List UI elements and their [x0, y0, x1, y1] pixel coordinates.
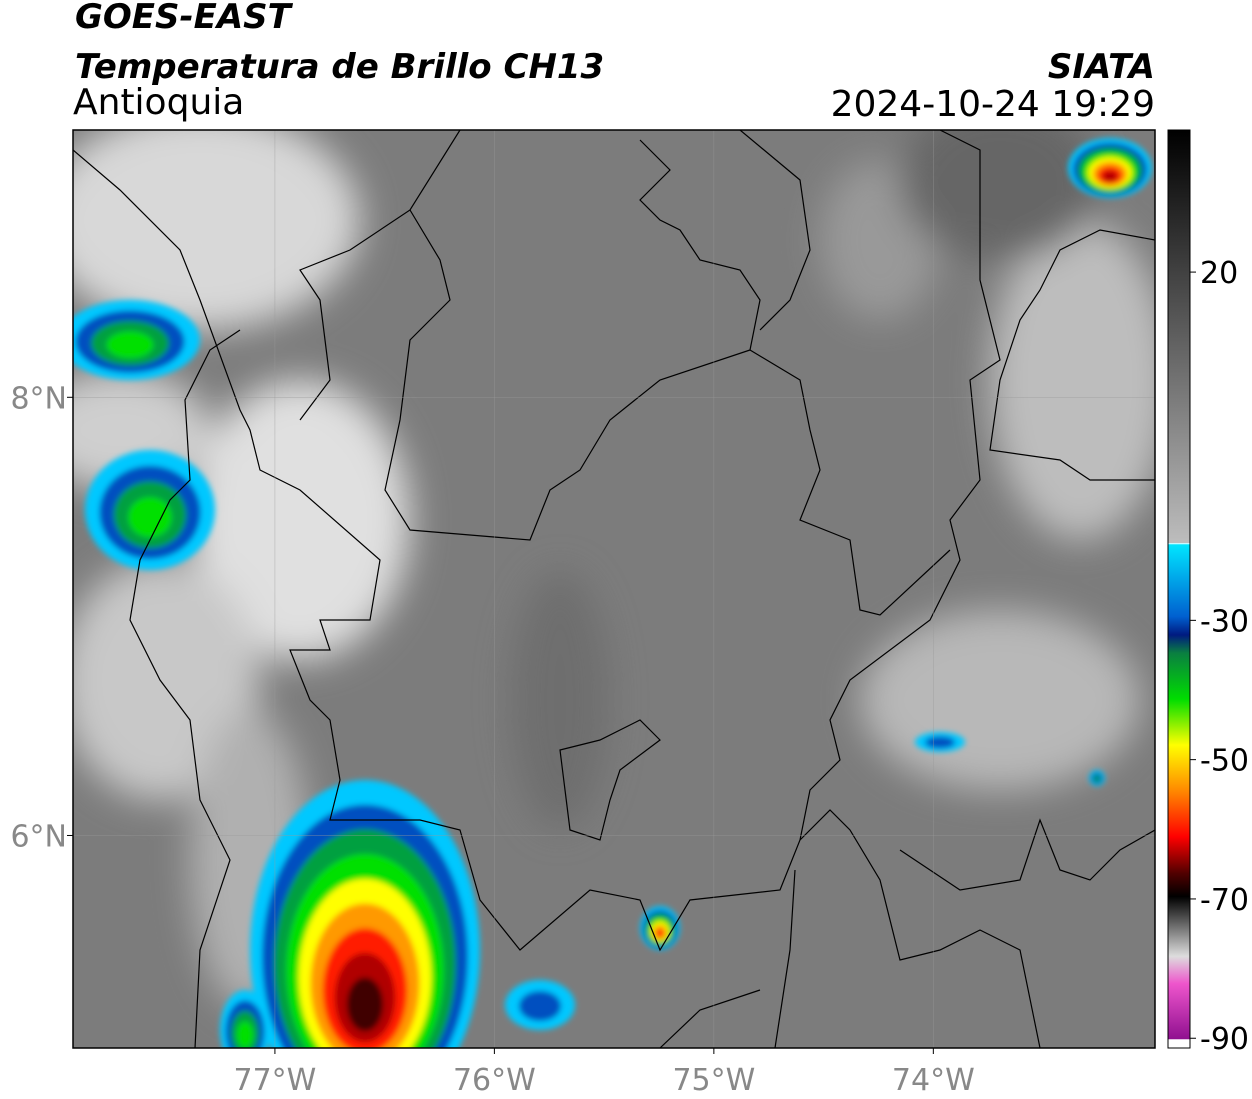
storm-contour: [236, 1021, 254, 1048]
y-tick-label: 6°N: [10, 819, 67, 854]
storm-contour: [106, 331, 154, 359]
colorbar-tick-label: -50: [1200, 744, 1249, 779]
storm-contour: [519, 991, 561, 1021]
storm-contour: [128, 497, 172, 538]
y-tick-label: 8°N: [10, 381, 67, 416]
x-tick-label: 77°W: [233, 1063, 316, 1098]
storm-contour: [656, 928, 664, 938]
colorbar-tick-label: -70: [1200, 883, 1249, 918]
source: SIATA: [1048, 47, 1155, 87]
x-tick-label: 74°W: [892, 1063, 975, 1098]
axes: 77°W 76°W 75°W 74°W 8°N 6°N: [10, 381, 974, 1098]
storm-contour: [925, 736, 955, 749]
map-area: [73, 130, 1155, 1048]
map-frame: [72, 129, 1156, 1049]
colorbar: [1167, 129, 1191, 1049]
colorbar-tick-label: 20: [1200, 256, 1238, 291]
region: Antioquia: [73, 82, 244, 123]
storm-contour: [346, 977, 384, 1032]
borders: [73, 130, 1155, 1048]
datetime: 2024-10-24 19:29: [831, 84, 1155, 125]
title: GOES-EAST: [75, 0, 294, 37]
colorbar-ticks: 20 -30 -50 -70 -90: [1190, 256, 1249, 1057]
x-tick-label: 76°W: [453, 1063, 536, 1098]
graticule: [73, 130, 1155, 1048]
x-tick-label: 75°W: [672, 1063, 755, 1098]
storm-contour: [1093, 775, 1101, 783]
colorbar-tick-label: -30: [1200, 604, 1249, 639]
subtitle: Temperatura de Brillo CH13: [75, 47, 604, 87]
storm-contour: [1102, 171, 1118, 182]
colorbar-tick-label: -90: [1200, 1022, 1249, 1057]
storms: [73, 138, 1152, 1048]
